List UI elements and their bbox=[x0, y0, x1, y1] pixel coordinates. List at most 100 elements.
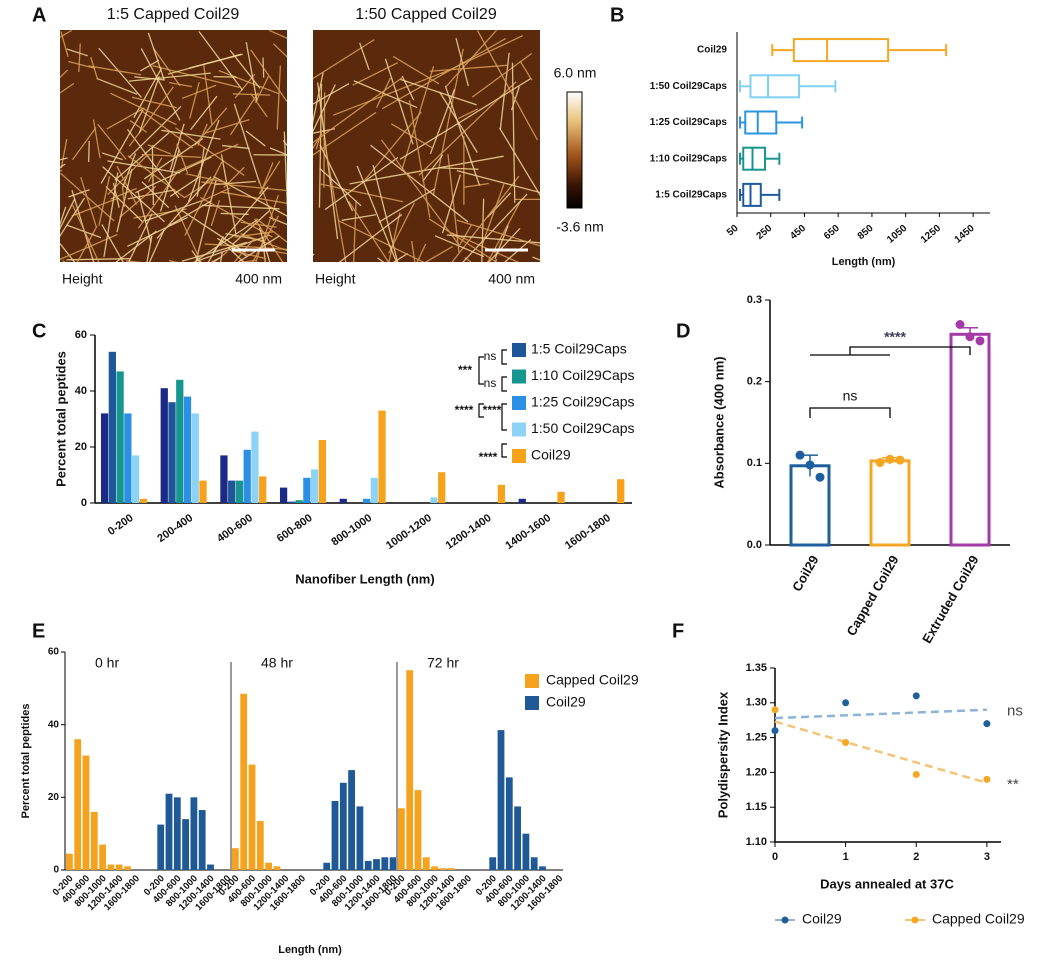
fiber bbox=[200, 187, 231, 203]
fiber bbox=[332, 70, 448, 116]
data-point bbox=[983, 775, 991, 783]
bar bbox=[115, 864, 123, 870]
fiber bbox=[445, 30, 498, 88]
x-tick-label: 1 bbox=[843, 851, 849, 863]
fiber bbox=[190, 95, 218, 131]
significance-bracket bbox=[501, 403, 507, 431]
y-axis-title: Polydispersity Index bbox=[715, 691, 730, 818]
fiber bbox=[181, 84, 217, 100]
x-tick-label: 50 bbox=[725, 223, 741, 239]
fiber bbox=[377, 257, 385, 262]
fiber bbox=[250, 93, 268, 118]
bar bbox=[107, 864, 115, 870]
fiber bbox=[257, 179, 275, 222]
bar bbox=[108, 351, 116, 503]
fiber bbox=[456, 219, 540, 247]
fiber bbox=[511, 62, 516, 203]
fiber bbox=[194, 107, 228, 146]
significance-label: **** bbox=[479, 450, 498, 464]
y-tick-label: 0.0 bbox=[747, 539, 762, 551]
fiber bbox=[424, 245, 454, 262]
fiber bbox=[210, 257, 221, 262]
bar bbox=[373, 859, 380, 870]
bar bbox=[362, 498, 371, 503]
fiber bbox=[408, 100, 431, 218]
fiber bbox=[174, 205, 202, 262]
bar bbox=[199, 480, 207, 503]
fiber bbox=[313, 72, 324, 125]
fiber bbox=[356, 165, 398, 262]
y-tick-label: 60 bbox=[75, 329, 87, 341]
fiber bbox=[134, 76, 165, 81]
x-tick-label: 200-400 bbox=[155, 512, 195, 545]
panel-title: 0 hr bbox=[95, 655, 119, 671]
fiber bbox=[370, 144, 469, 223]
fiber bbox=[60, 243, 76, 262]
significance-label: ns bbox=[843, 388, 858, 404]
fiber bbox=[416, 243, 427, 262]
bar bbox=[74, 739, 82, 870]
data-point bbox=[815, 472, 825, 482]
panel-letter: A bbox=[32, 4, 46, 26]
fiber bbox=[90, 56, 99, 80]
bar bbox=[398, 808, 405, 870]
fiber bbox=[128, 105, 182, 159]
fiber bbox=[197, 123, 208, 146]
fiber bbox=[71, 204, 100, 262]
fiber bbox=[382, 38, 507, 110]
x-tick-label: 1250 bbox=[919, 223, 943, 246]
y-axis-title: Absorbance (400 nm) bbox=[711, 356, 726, 488]
x-tick-label: 250 bbox=[755, 223, 775, 242]
legend-label: Coil29 bbox=[802, 911, 842, 927]
y-tick-label: 20 bbox=[48, 792, 60, 803]
bar bbox=[489, 857, 497, 870]
fiber bbox=[144, 200, 202, 222]
fiber bbox=[222, 144, 250, 150]
bar bbox=[505, 777, 513, 870]
fiber bbox=[66, 224, 102, 239]
panel-letter: B bbox=[610, 4, 624, 26]
fiber bbox=[92, 119, 101, 159]
fiber bbox=[101, 224, 124, 262]
legend-swatch bbox=[525, 696, 539, 710]
fiber bbox=[212, 186, 269, 253]
fiber bbox=[147, 32, 165, 80]
box bbox=[792, 38, 890, 63]
bar bbox=[447, 868, 455, 870]
fiber bbox=[147, 157, 163, 183]
fiber bbox=[372, 164, 399, 262]
significance-label: **** bbox=[884, 329, 906, 345]
bar bbox=[198, 810, 206, 870]
fiber bbox=[189, 82, 200, 119]
bar bbox=[116, 371, 124, 503]
fiber bbox=[348, 201, 390, 262]
fiber bbox=[245, 42, 258, 102]
y-tick-label: 1.30 bbox=[746, 697, 767, 709]
bar bbox=[139, 498, 148, 503]
x-axis-title: Nanofiber Length (nm) bbox=[295, 571, 434, 586]
fiber bbox=[159, 149, 180, 212]
fiber bbox=[109, 92, 177, 126]
data-point bbox=[895, 455, 905, 465]
bar bbox=[356, 806, 364, 870]
fiber bbox=[140, 109, 194, 149]
trend-line bbox=[774, 708, 987, 720]
fiber bbox=[127, 216, 188, 247]
fiber bbox=[441, 35, 524, 75]
bar bbox=[438, 472, 446, 503]
fiber bbox=[429, 64, 508, 72]
legend-swatch bbox=[512, 422, 526, 437]
fiber bbox=[499, 52, 510, 130]
fiber bbox=[464, 256, 472, 262]
data-point bbox=[912, 770, 920, 778]
fiber bbox=[313, 253, 315, 256]
significance-label: **** bbox=[455, 403, 474, 417]
bar bbox=[207, 864, 214, 870]
legend-swatch bbox=[512, 396, 526, 410]
fiber bbox=[116, 165, 138, 205]
x-tick-label: 800-1000 bbox=[329, 512, 374, 549]
x-tick-label: 1200-1400 bbox=[444, 512, 494, 552]
data-point bbox=[975, 336, 985, 346]
box bbox=[744, 110, 778, 135]
fiber bbox=[229, 92, 259, 136]
